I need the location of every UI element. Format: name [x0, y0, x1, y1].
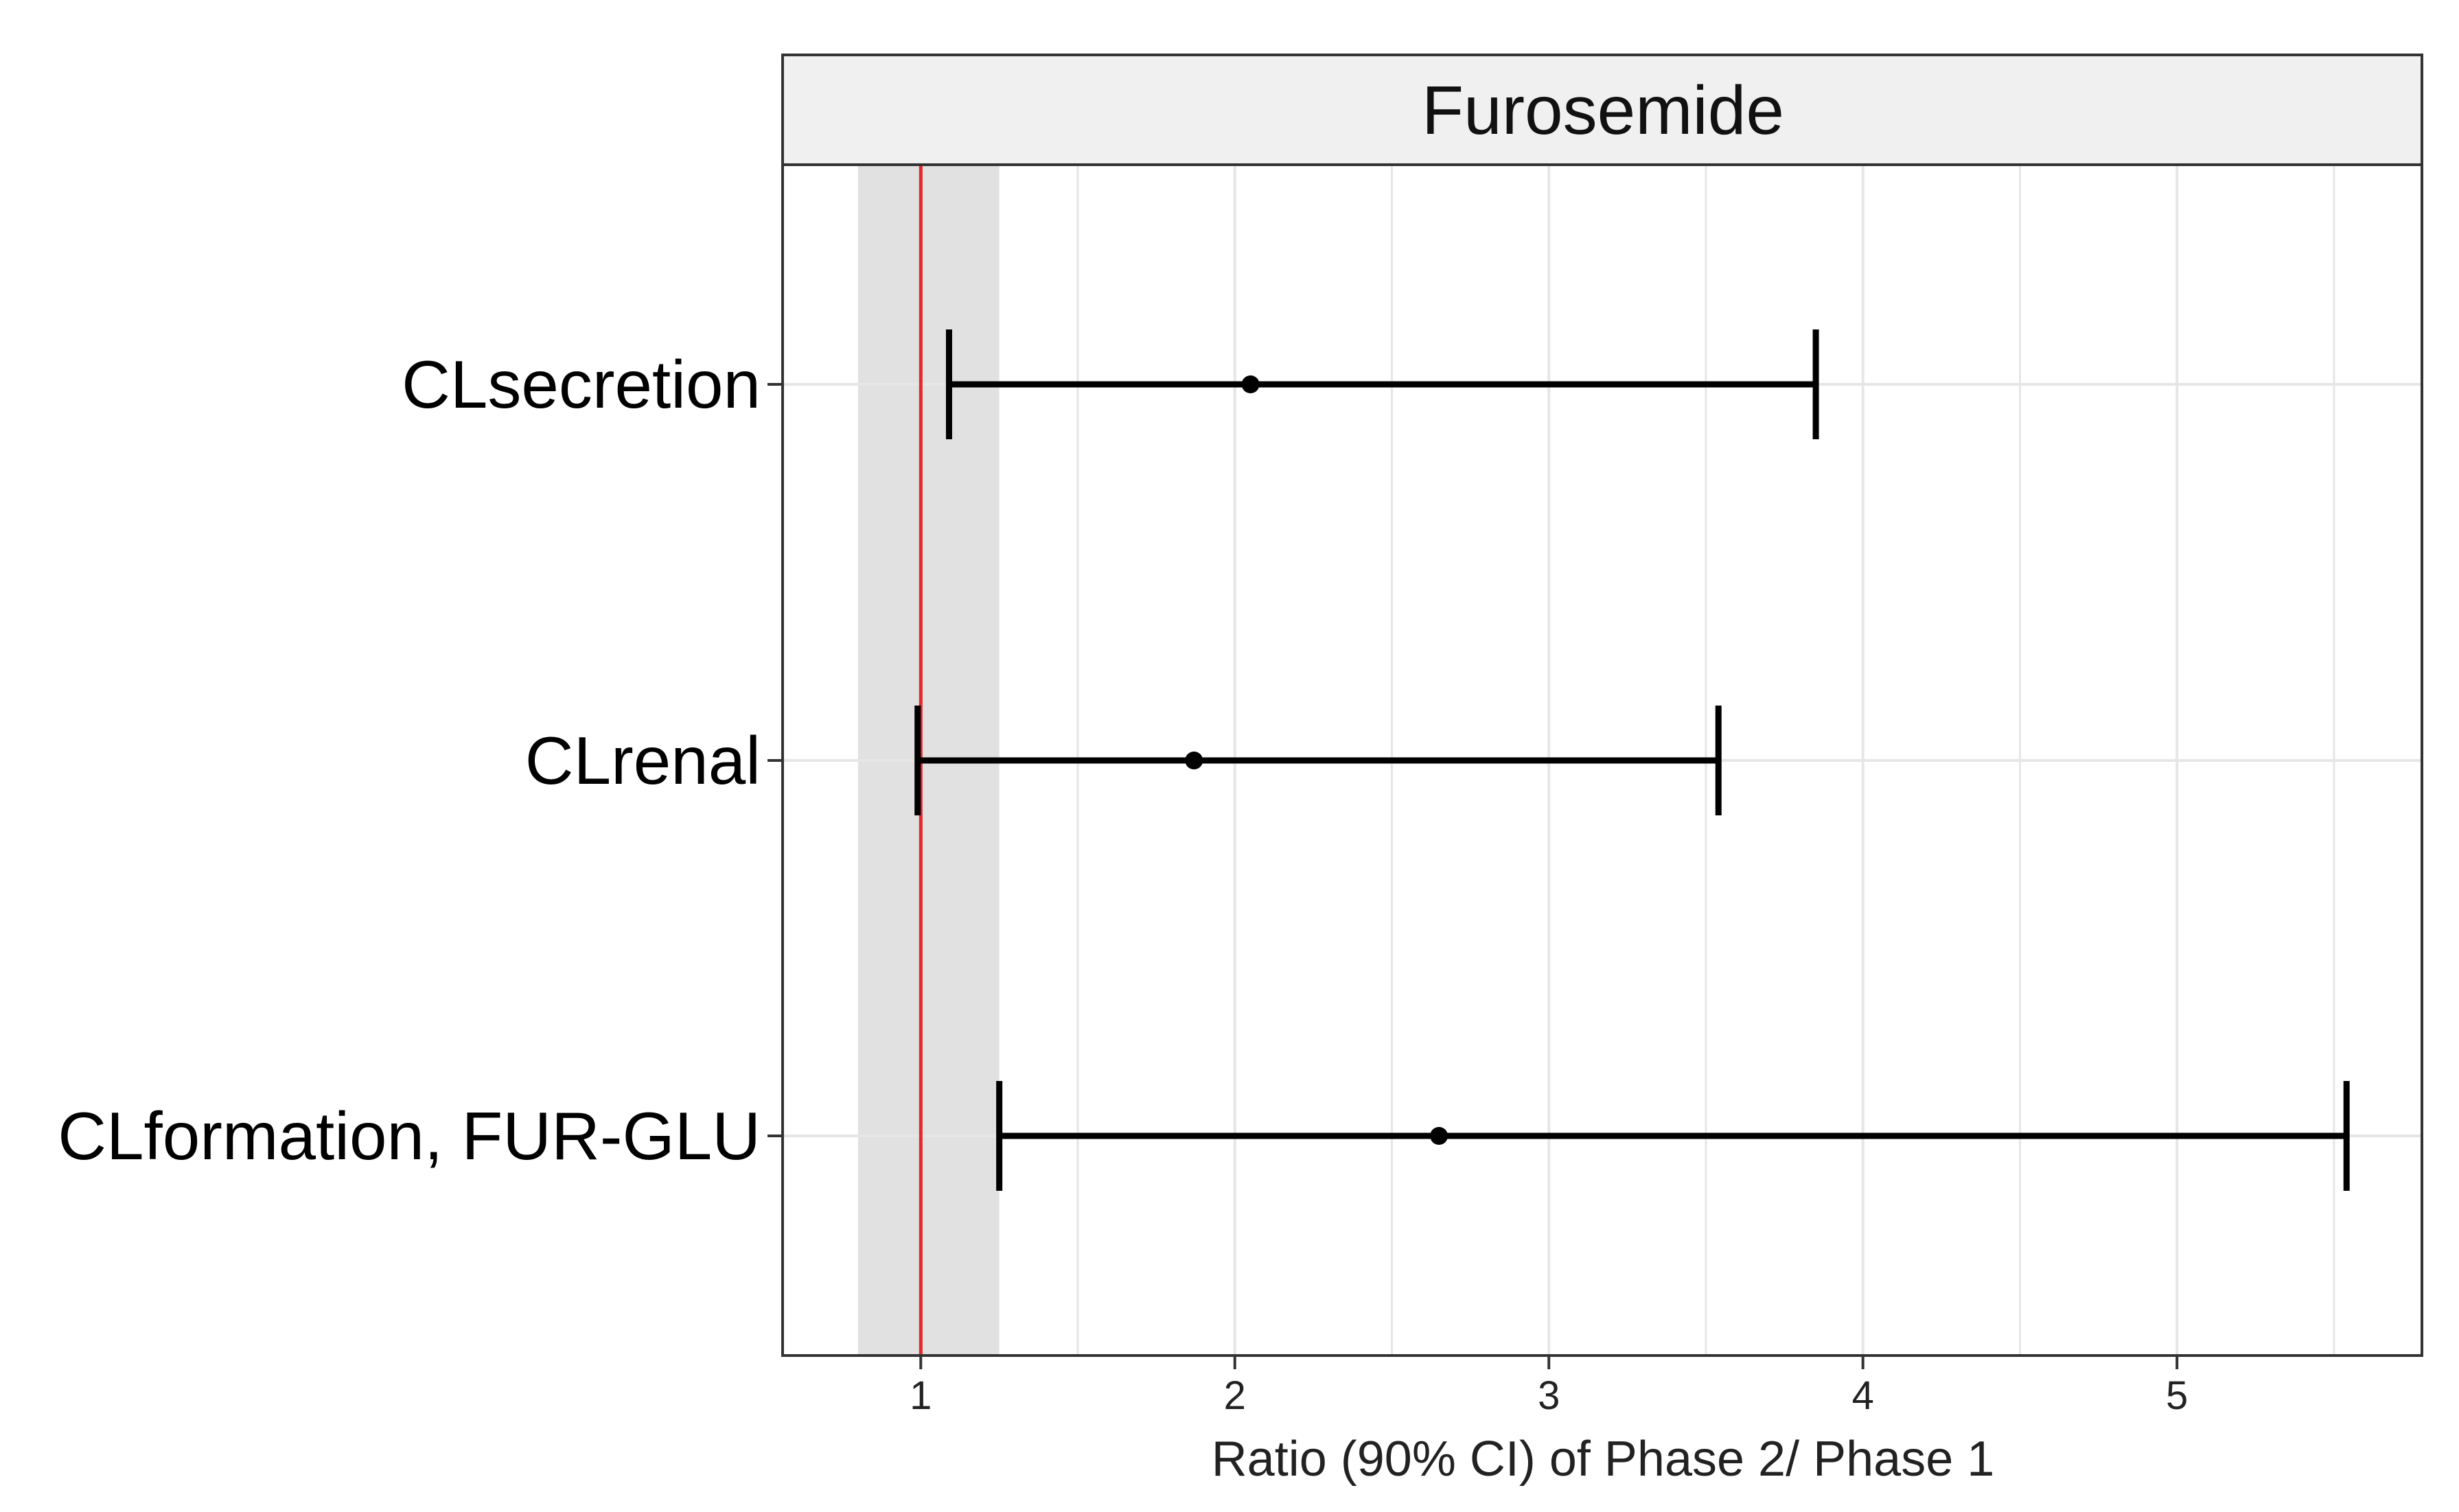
facet-strip-box [781, 54, 2423, 166]
x-axis: 1 2 3 4 5 [910, 1356, 2188, 1418]
x-tick-label: 5 [2166, 1373, 2188, 1418]
point-estimate [1185, 752, 1203, 769]
x-tick-label: 3 [1538, 1373, 1560, 1418]
y-axis-labels: CLsecretion CLrenal CLformation, FUR-GLU [58, 347, 783, 1174]
point-estimate [1241, 375, 1260, 393]
y-category-label: CLsecretion [402, 347, 761, 422]
x-tick-label: 4 [1852, 1373, 1874, 1418]
y-category-label: CLformation, FUR-GLU [58, 1098, 761, 1174]
x-axis-title: Ratio (90% CI) of Phase 2/ Phase 1 [1212, 1432, 1995, 1487]
facet-title: Furosemide [1422, 72, 1784, 149]
point-estimate [1430, 1127, 1448, 1145]
facet-strip: Furosemide [781, 54, 2423, 166]
y-category-label: CLrenal [525, 723, 761, 798]
x-tick-label: 1 [910, 1373, 932, 1418]
x-tick-label: 2 [1224, 1373, 1246, 1418]
estimate-marks [914, 329, 2350, 1191]
